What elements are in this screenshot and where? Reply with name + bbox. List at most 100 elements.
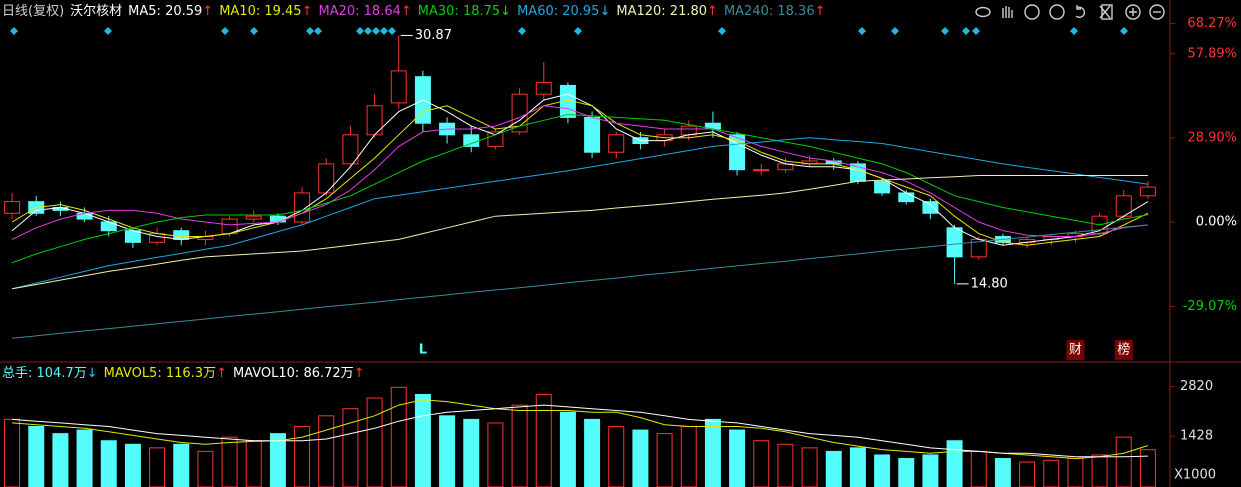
candle-body: [753, 169, 770, 172]
volume-bar: [849, 447, 866, 487]
volume-bar: [4, 418, 21, 487]
toolbar[interactable]: [975, 4, 1165, 20]
volume-bar: [777, 443, 794, 487]
ma-line: [12, 224, 1148, 339]
volume-bar: [1091, 454, 1108, 487]
volume-bar: [559, 411, 576, 487]
volume-bar: [704, 418, 721, 487]
volume-bar: [100, 440, 117, 487]
event-marker: L: [419, 343, 427, 358]
event-diamond: [962, 27, 970, 35]
volume-bar: [825, 450, 842, 487]
event-diamond: [372, 27, 380, 35]
ma-line: [12, 175, 1148, 290]
ma-arrow: ↓: [599, 4, 611, 19]
candle-body: [680, 125, 697, 136]
volume-bar: [197, 450, 214, 487]
volume-bar: [173, 443, 190, 487]
volume-bar: [318, 415, 335, 487]
y-tick-label: 57.89%: [1187, 46, 1237, 61]
undo-icon[interactable]: [1075, 5, 1086, 19]
volume-bar: [584, 418, 601, 487]
event-diamond: [718, 27, 726, 35]
play-icon[interactable]: [1024, 4, 1040, 20]
candle-body: [342, 134, 359, 165]
chart-title: 沃尔核材: [70, 4, 123, 19]
volume-bar: [898, 458, 915, 487]
volume-bar: [874, 454, 891, 487]
candle-body: [608, 134, 625, 153]
volume-bar: [801, 447, 818, 487]
eye-icon[interactable]: [975, 6, 991, 18]
event-diamond: [380, 27, 388, 35]
event-diamond: [388, 27, 396, 35]
event-diamond: [250, 27, 258, 35]
event-diamond: [891, 27, 899, 35]
ma-arrow: ↓: [500, 4, 512, 19]
volume-bar: [970, 450, 987, 487]
volume-bar: [439, 415, 456, 487]
low-label: 14.80: [971, 276, 1008, 291]
volume-bar: [245, 440, 262, 487]
event-marker: 榜: [1117, 342, 1130, 358]
ma-arrow: ↑: [400, 4, 412, 19]
y-tick-label: 1428: [1180, 429, 1213, 444]
event-diamond: [941, 27, 949, 35]
event-diamond: [10, 27, 18, 35]
ma-legend: MA60: 20.95: [517, 4, 600, 19]
volume-bar: [221, 436, 238, 487]
volume-bar: [608, 426, 625, 487]
volume-bar: [124, 443, 141, 487]
zoom-out-icon[interactable]: [1149, 4, 1165, 20]
volume-bar: [414, 393, 431, 487]
volume-bar: [390, 386, 407, 487]
volume-bar: [52, 433, 69, 487]
y-tick-label: 28.90%: [1187, 131, 1237, 146]
high-label: 30.87: [415, 28, 452, 43]
ma-legend: MA30: 18.75: [417, 4, 501, 19]
volume-bar: [342, 408, 359, 487]
volume-bar: [729, 429, 746, 487]
event-marker: 财: [1069, 343, 1082, 358]
volume-bar: [294, 426, 311, 487]
volume-bar: [656, 433, 673, 487]
volume-bar: [1067, 458, 1084, 487]
ma-line: [11, 93, 1149, 246]
mavol-arrow: ↑: [216, 366, 227, 381]
candle-body: [245, 215, 262, 220]
ma-line: [11, 99, 1149, 246]
candle-body: [173, 230, 190, 240]
volume-bar: [149, 447, 166, 487]
candle-body: [487, 131, 504, 147]
zoom-in-icon[interactable]: [1125, 4, 1141, 20]
mavol-line: [12, 404, 1148, 458]
volume-bar: [1019, 461, 1036, 487]
y-tick-label: 0.00%: [1196, 214, 1237, 229]
volume-bar: [680, 426, 697, 487]
clock-icon[interactable]: [1049, 4, 1065, 20]
candle-body: [1139, 186, 1156, 197]
volume-bar: [269, 433, 286, 487]
mavol-legend: MAVOL10: 86.72万: [232, 366, 354, 381]
volume-header: 总手: 104.7万↓ MAVOL5: 116.3万↑ MAVOL10: 86.72…: [2, 366, 371, 382]
mavol-legend: MAVOL5: 116.3万: [103, 366, 217, 381]
y-tick-label: 68.27%: [1187, 16, 1237, 31]
volume-bar: [946, 440, 963, 487]
volume-bar: [994, 458, 1011, 487]
event-diamond: [221, 27, 229, 35]
event-diamond: [858, 27, 866, 35]
ma-line: [11, 105, 1148, 240]
hand-icon[interactable]: [1002, 6, 1013, 18]
event-diamond: [1070, 27, 1078, 35]
ma-line: [11, 137, 1148, 290]
event-badge: [1066, 340, 1085, 360]
volume-bar: [632, 429, 649, 487]
volume-arrow: ↓: [86, 366, 98, 381]
lock-icon[interactable]: [1101, 4, 1113, 20]
volume-bar: [366, 397, 383, 487]
ma-arrow: ↑: [814, 4, 826, 19]
event-diamond: [356, 27, 364, 35]
volume-bar: [487, 422, 504, 487]
zoom-in-plus[interactable]: [1129, 8, 1137, 16]
candle-body: [390, 70, 407, 104]
